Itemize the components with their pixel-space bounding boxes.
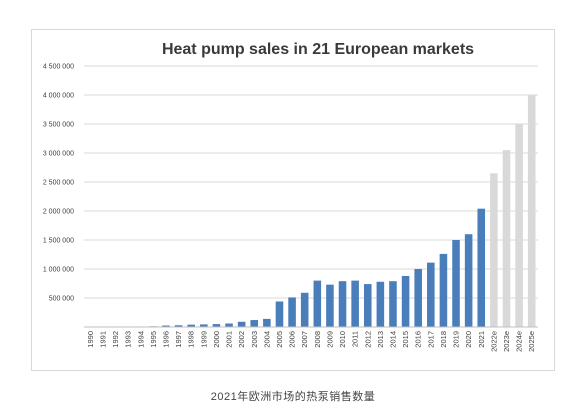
x-tick-label: 1992 — [111, 331, 120, 348]
bar-2018 — [439, 253, 448, 327]
bar-2000 — [212, 324, 221, 327]
y-axis-tick-labels: 500 000 1 000 000 1 500 000 2 000 000 2 500 … — [43, 64, 74, 303]
x-tick-label: 2020 — [464, 331, 473, 348]
bar-2017 — [427, 262, 435, 327]
x-tick-label: 2005 — [275, 331, 284, 348]
gridlines — [84, 65, 538, 299]
x-tick-label: 2003 — [250, 331, 259, 348]
bar-2025e — [527, 95, 536, 327]
bars — [86, 95, 536, 328]
y-tick-label: 500 000 — [49, 296, 74, 303]
bar-2005 — [275, 301, 284, 327]
x-tick-label: 2011 — [351, 331, 360, 347]
bar-2002 — [237, 321, 246, 327]
bar-2010 — [338, 281, 347, 327]
x-tick-label: 2023e — [502, 331, 511, 352]
y-tick-label: 2 500 000 — [43, 180, 74, 187]
bar-2023e — [502, 150, 511, 327]
y-tick-label: 3 000 000 — [43, 151, 74, 158]
x-tick-label: 2010 — [338, 331, 347, 348]
bar-2007 — [300, 292, 309, 327]
bar-1998 — [187, 324, 195, 327]
x-tick-label: 2017 — [426, 331, 435, 348]
bar-2016 — [414, 269, 422, 327]
x-tick-label: 2015 — [401, 331, 410, 348]
bar-2015 — [401, 275, 410, 327]
x-tick-label: 2021 — [477, 331, 486, 348]
y-tick-label: 4 000 000 — [43, 93, 74, 100]
bar-2006 — [288, 297, 296, 327]
x-tick-label: 2019 — [452, 331, 461, 348]
x-tick-label: 2008 — [313, 331, 322, 348]
x-tick-label: 2000 — [212, 331, 221, 348]
bar-2024e — [515, 124, 523, 327]
bar-1999 — [200, 324, 208, 327]
bar-2014 — [389, 281, 397, 327]
x-tick-label: 1994 — [136, 331, 145, 348]
x-tick-label: 2012 — [363, 331, 372, 348]
bar-2001 — [225, 323, 233, 327]
y-tick-label: 3 500 000 — [43, 122, 74, 129]
x-tick-label: 1990 — [86, 331, 95, 348]
bar-2011 — [351, 280, 359, 327]
x-tick-label: 2004 — [262, 331, 271, 348]
x-tick-label: 2016 — [414, 331, 423, 348]
chart-frame: Heat pump sales in 21 European markets 5… — [31, 29, 555, 371]
bar-2009 — [326, 284, 334, 327]
bar-2008 — [313, 280, 322, 327]
x-tick-label: 2025e — [527, 331, 536, 352]
x-tick-label: 2002 — [237, 331, 246, 348]
x-axis-tick-labels: 1990 1991 1992 1993 1994 1995 1996 1997 1998 1999… — [86, 331, 536, 352]
x-tick-label: 1998 — [187, 331, 196, 348]
x-tick-label: 2022e — [489, 331, 498, 352]
chart-title: Heat pump sales in 21 European markets — [162, 41, 474, 58]
x-tick-label: 1996 — [161, 331, 170, 348]
x-tick-label: 2018 — [439, 331, 448, 348]
figure-caption: 2021年欧洲市场的热泵销售数量 — [210, 391, 376, 403]
bar-1996 — [162, 325, 170, 327]
bar-2013 — [376, 281, 385, 327]
bar-2004 — [263, 318, 271, 327]
x-tick-label: 2024e — [515, 331, 524, 352]
bar-2019 — [452, 240, 460, 327]
y-tick-label: 1 500 000 — [43, 238, 74, 245]
heat-pump-sales-chart: Heat pump sales in 21 European markets 5… — [43, 41, 538, 352]
bar-2021 — [477, 208, 486, 327]
x-tick-label: 2009 — [325, 331, 334, 348]
x-tick-label: 2007 — [300, 331, 309, 348]
x-tick-label: 1993 — [124, 331, 133, 348]
x-tick-label: 1999 — [199, 331, 208, 348]
bar-2022e — [490, 173, 498, 327]
x-tick-label: 2014 — [388, 331, 397, 348]
bar-1997 — [174, 325, 183, 327]
y-tick-label: 2 000 000 — [43, 209, 74, 216]
bar-2003 — [250, 320, 259, 327]
x-tick-label: 2006 — [288, 331, 297, 348]
x-tick-label: 2001 — [225, 331, 234, 348]
x-tick-label: 1991 — [98, 331, 107, 348]
bar-2020 — [464, 234, 473, 327]
bar-2012 — [363, 284, 372, 327]
x-tick-label: 2013 — [376, 331, 385, 348]
y-tick-label: 4 500 000 — [43, 64, 74, 71]
y-tick-label: 1 000 000 — [43, 267, 74, 274]
x-tick-label: 1995 — [149, 331, 158, 348]
x-tick-label: 1997 — [174, 331, 183, 348]
